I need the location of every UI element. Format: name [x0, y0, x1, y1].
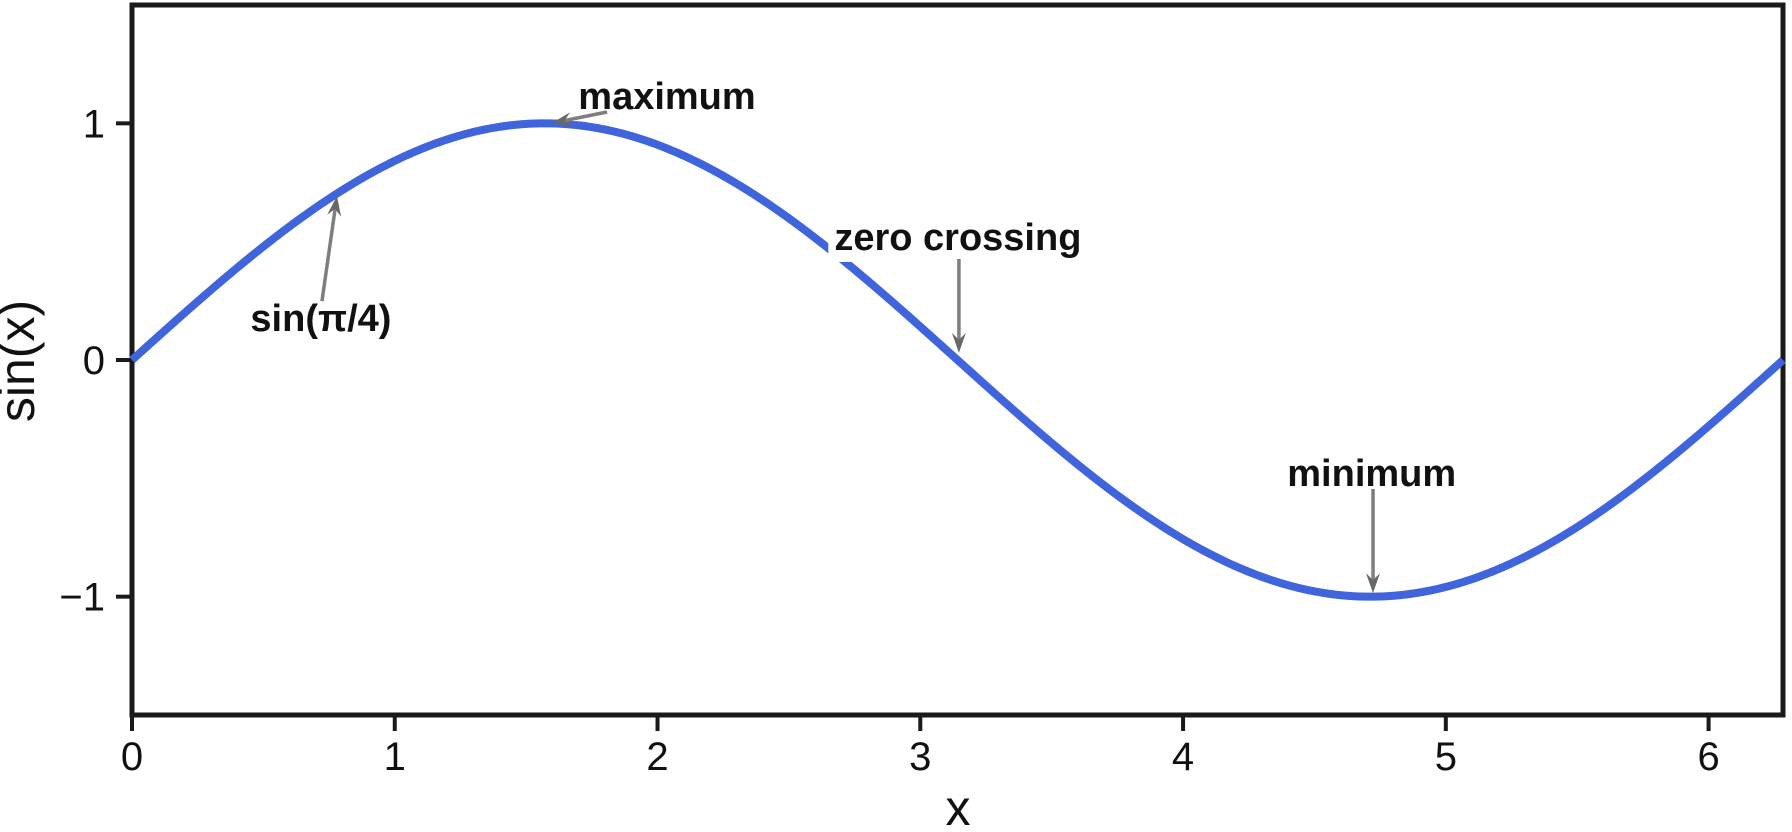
annotation-label: minimum	[1287, 453, 1456, 495]
sine-curve	[129, 119, 1786, 601]
annotation-arrow-shaft	[320, 207, 337, 302]
y-axis-tick-label: 1	[83, 102, 105, 146]
x-axis-tick-label: 5	[1435, 735, 1457, 779]
x-axis-tick-label: 1	[384, 735, 406, 779]
annotation-label: sin(π/4)	[250, 298, 391, 340]
annotation-arrow-shaft	[563, 110, 608, 123]
annotation-arrowhead	[1366, 573, 1380, 594]
annotation-arrowhead	[327, 196, 342, 217]
x-axis-title: x	[946, 780, 971, 832]
x-axis-tick-label: 0	[121, 735, 143, 779]
annotation-arrowhead	[551, 112, 573, 126]
y-axis-tick-label: −1	[59, 576, 105, 620]
y-axis-title: sin(x)	[0, 300, 45, 422]
annotation-label: zero crossing	[834, 217, 1081, 259]
x-axis-tick-label: 6	[1697, 735, 1719, 779]
x-axis-tick-label: 3	[909, 735, 931, 779]
annotation-label: maximum	[578, 76, 755, 118]
annotation-arrowhead	[951, 332, 966, 353]
annotation-label-bg	[828, 213, 1088, 262]
x-axis-tick-label: 2	[646, 735, 668, 779]
y-axis-tick-label: 0	[83, 339, 105, 383]
annotation-label-bg	[244, 295, 398, 344]
x-axis-tick-label: 4	[1172, 735, 1194, 779]
